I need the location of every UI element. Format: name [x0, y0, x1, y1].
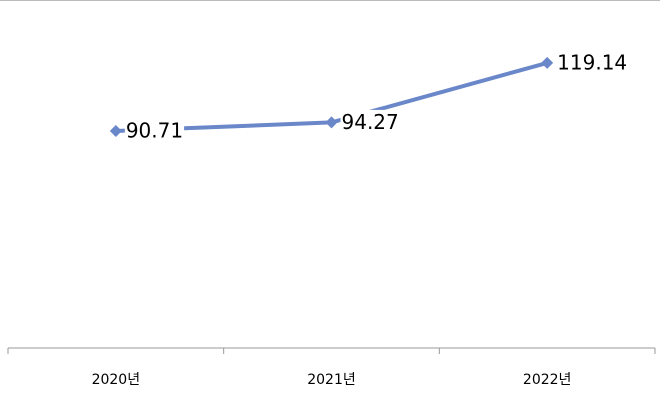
marker: [325, 116, 338, 129]
data-label: 94.27: [342, 110, 399, 134]
x-tick-label: 2020년: [92, 372, 141, 388]
data-label-bg: [556, 50, 629, 75]
data-label: 119.14: [557, 50, 627, 74]
marker: [541, 56, 554, 69]
data-label-bg: [124, 118, 185, 143]
data-label-bg: [340, 109, 400, 134]
data-label: 90.71: [126, 118, 183, 142]
x-tick-label: 2022년: [523, 372, 572, 388]
marker: [109, 124, 122, 137]
x-tick-label: 2021년: [307, 372, 356, 388]
